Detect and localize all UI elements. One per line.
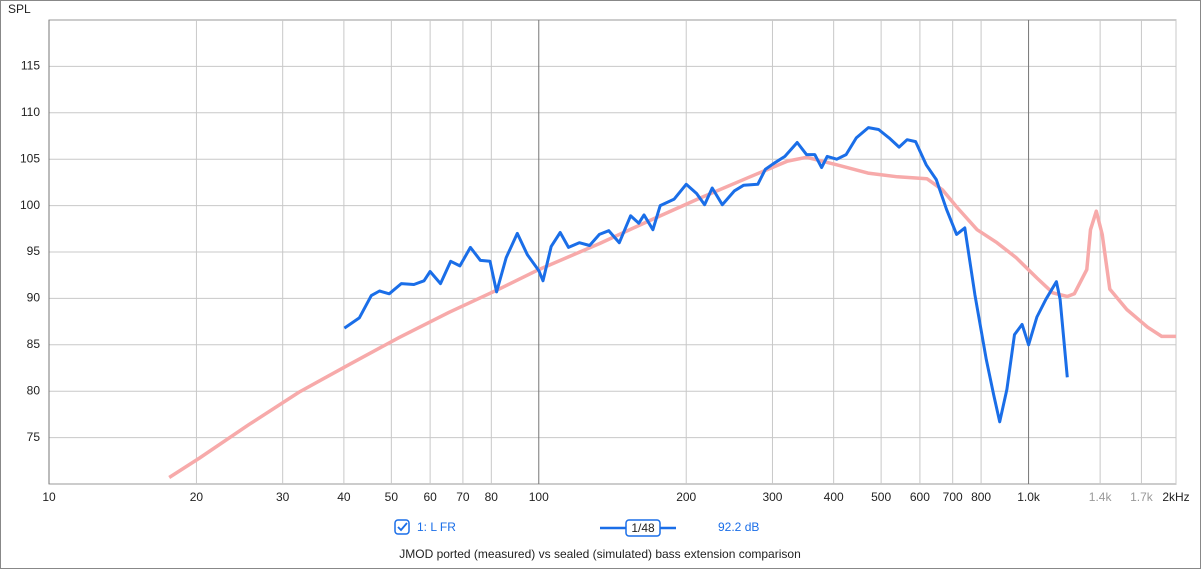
x-tick-label: 300 <box>762 490 782 504</box>
x-tick-label: 800 <box>971 490 991 504</box>
x-tick-label: 200 <box>676 490 696 504</box>
legend: 1: L FR 1/48 92.2 dB <box>394 519 759 537</box>
legend-label: 1: L FR <box>417 520 456 534</box>
y-tick-label: 85 <box>27 337 41 351</box>
x-tick-label: 1.4k <box>1089 490 1113 504</box>
y-tick-label: 115 <box>21 59 40 73</box>
checkbox[interactable] <box>394 519 410 535</box>
x-tick-label: 40 <box>337 490 351 504</box>
smoothing-box[interactable] <box>625 519 661 537</box>
x-tick-label: 100 <box>529 490 549 504</box>
x-tick-label: 30 <box>276 490 290 504</box>
x-tick-label: 600 <box>910 490 930 504</box>
x-tick-label: 400 <box>824 490 844 504</box>
x-tick-label: 1.0k <box>1017 490 1041 504</box>
x-tick-label: 70 <box>456 490 470 504</box>
x-tick-label: 2kHz <box>1162 490 1189 504</box>
y-tick-label: 105 <box>20 151 40 165</box>
series-line <box>168 155 1176 479</box>
x-tick-label: 700 <box>943 490 963 504</box>
check-mark <box>397 522 408 532</box>
x-tick-label: 20 <box>190 490 204 504</box>
x-tick-label: 500 <box>871 490 891 504</box>
y-axis-label: SPL <box>8 2 31 16</box>
caption: JMOD ported (measured) vs sealed (simula… <box>399 547 801 561</box>
y-tick-label: 95 <box>27 244 41 258</box>
y-tick-label: 90 <box>27 291 41 305</box>
x-tick-label: 80 <box>485 490 499 504</box>
y-tick-label: 80 <box>27 383 41 397</box>
smoothing-label: 1/48 <box>631 521 655 535</box>
series-line <box>343 126 1069 424</box>
x-tick-label: 60 <box>423 490 437 504</box>
level-label: 92.2 dB <box>718 520 759 534</box>
y-tick-label: 110 <box>21 105 40 119</box>
y-tick-label: 100 <box>20 198 40 212</box>
x-tick-label: 1.7k <box>1130 490 1154 504</box>
x-tick-label: 50 <box>385 490 399 504</box>
x-tick-label: 10 <box>42 490 56 504</box>
y-tick-label: 75 <box>27 430 41 444</box>
